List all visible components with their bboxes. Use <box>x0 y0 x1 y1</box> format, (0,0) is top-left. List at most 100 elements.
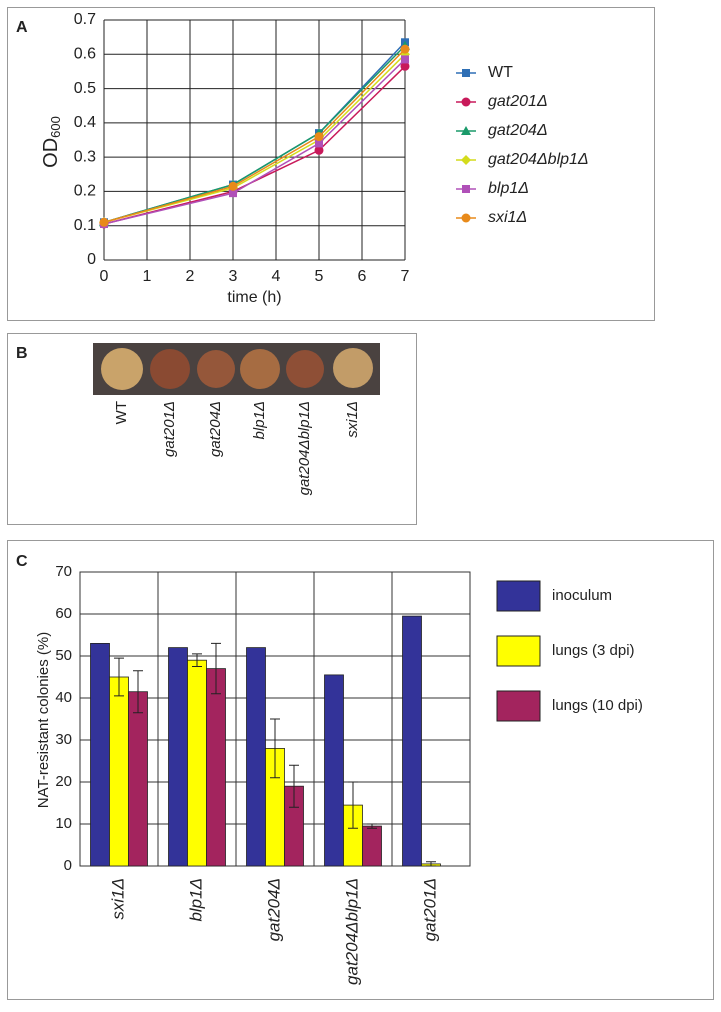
x-tick-label: 2 <box>186 268 195 285</box>
error-bar <box>348 781 358 829</box>
x-tick-label: 3 <box>229 268 238 285</box>
panel-label: A <box>16 19 28 36</box>
legend-swatch <box>496 690 541 722</box>
error-bar <box>133 670 143 714</box>
panel-label: B <box>16 345 28 362</box>
error-bar <box>367 823 377 829</box>
colony <box>150 349 190 389</box>
y-tick-label: 10 <box>55 815 72 832</box>
marker <box>400 61 410 71</box>
line <box>103 53 406 224</box>
y-tick-label: 30 <box>55 731 72 748</box>
panel-b-frame <box>7 333 417 525</box>
legend-marker <box>461 213 471 223</box>
y-axis-label-subscript: 600 <box>48 116 63 138</box>
legend-label: inoculum <box>552 587 612 604</box>
y-tick-label: 0.7 <box>74 11 96 28</box>
colony-image <box>93 343 380 395</box>
strain-label: gat204Δ <box>207 401 224 457</box>
legend-label: blp1Δ <box>488 180 529 197</box>
line <box>103 48 406 224</box>
error-bar <box>426 861 436 867</box>
bar <box>324 674 344 867</box>
panel-c-frame <box>7 540 714 1000</box>
legend-label: gat204Δ <box>488 122 548 139</box>
x-tick-label: gat201Δ <box>420 878 439 941</box>
x-tick-label: 4 <box>272 268 281 285</box>
legend-label: lungs (3 dpi) <box>552 642 635 659</box>
y-tick-label: 0 <box>64 857 72 874</box>
line <box>103 41 406 224</box>
legend-label: lungs (10 dpi) <box>552 697 643 714</box>
strain-label: sxi1Δ <box>344 401 361 438</box>
x-tick-label: 1 <box>143 268 152 285</box>
y-tick-label: 0.5 <box>74 80 96 97</box>
y-axis-label: OD600 <box>40 116 63 168</box>
y-tick-label: 60 <box>55 605 72 622</box>
error-bar <box>211 642 221 695</box>
bar <box>90 643 110 867</box>
y-tick-label: 0.1 <box>74 217 96 234</box>
strain-label: blp1Δ <box>251 401 268 439</box>
error-bar <box>270 718 280 779</box>
panel-a-frame <box>7 7 655 321</box>
legend-marker <box>461 126 471 135</box>
colony <box>333 348 373 388</box>
colony <box>101 348 143 390</box>
marker <box>99 217 109 227</box>
legend-label: gat204Δblp1Δ <box>488 151 589 168</box>
x-tick-label: 7 <box>401 268 410 285</box>
line <box>103 58 406 225</box>
bar <box>168 647 188 867</box>
y-axis-label: NAT-resistant colonies (%) <box>35 632 52 808</box>
y-tick-label: 20 <box>55 773 72 790</box>
legend-swatch <box>496 580 541 612</box>
y-tick-label: 0 <box>87 251 96 268</box>
marker <box>228 181 238 191</box>
legend-label: WT <box>488 64 513 81</box>
bar <box>187 659 207 867</box>
x-axis-label: time (h) <box>227 289 281 306</box>
x-tick-label: sxi1Δ <box>108 878 127 920</box>
line <box>103 45 406 224</box>
strain-label: WT <box>113 401 130 424</box>
colony <box>240 349 280 389</box>
y-tick-label: 0.2 <box>74 183 96 200</box>
marker <box>229 189 237 198</box>
bar <box>246 647 266 867</box>
x-tick-label: gat204Δ <box>264 878 283 941</box>
marker <box>400 44 410 54</box>
legend-swatch <box>496 635 541 667</box>
y-axis-label-text: OD <box>40 138 62 168</box>
bar <box>109 676 129 867</box>
strain-label: gat204Δblp1Δ <box>296 401 313 495</box>
error-bar <box>289 764 299 808</box>
line <box>103 65 406 225</box>
marker <box>401 55 409 64</box>
bar <box>206 668 226 867</box>
bar <box>402 615 422 867</box>
x-tick-label: gat204Δblp1Δ <box>342 878 361 985</box>
x-tick-label: blp1Δ <box>186 878 205 922</box>
legend-marker <box>462 185 470 193</box>
y-tick-label: 70 <box>55 563 72 580</box>
colony <box>286 350 324 388</box>
legend-marker <box>462 69 470 77</box>
error-bar <box>114 657 124 697</box>
legend-label: sxi1Δ <box>488 209 527 226</box>
error-bar <box>192 653 202 667</box>
marker <box>315 139 323 148</box>
y-tick-label: 40 <box>55 689 72 706</box>
y-tick-label: 50 <box>55 647 72 664</box>
x-tick-label: 0 <box>100 268 109 285</box>
marker <box>314 132 324 142</box>
bar <box>362 825 382 867</box>
panel-label: C <box>16 553 28 570</box>
legend-marker <box>461 155 471 165</box>
marker <box>314 145 324 155</box>
legend-label: gat201Δ <box>488 93 548 110</box>
y-tick-label: 0.3 <box>74 148 96 165</box>
bar <box>128 691 148 867</box>
